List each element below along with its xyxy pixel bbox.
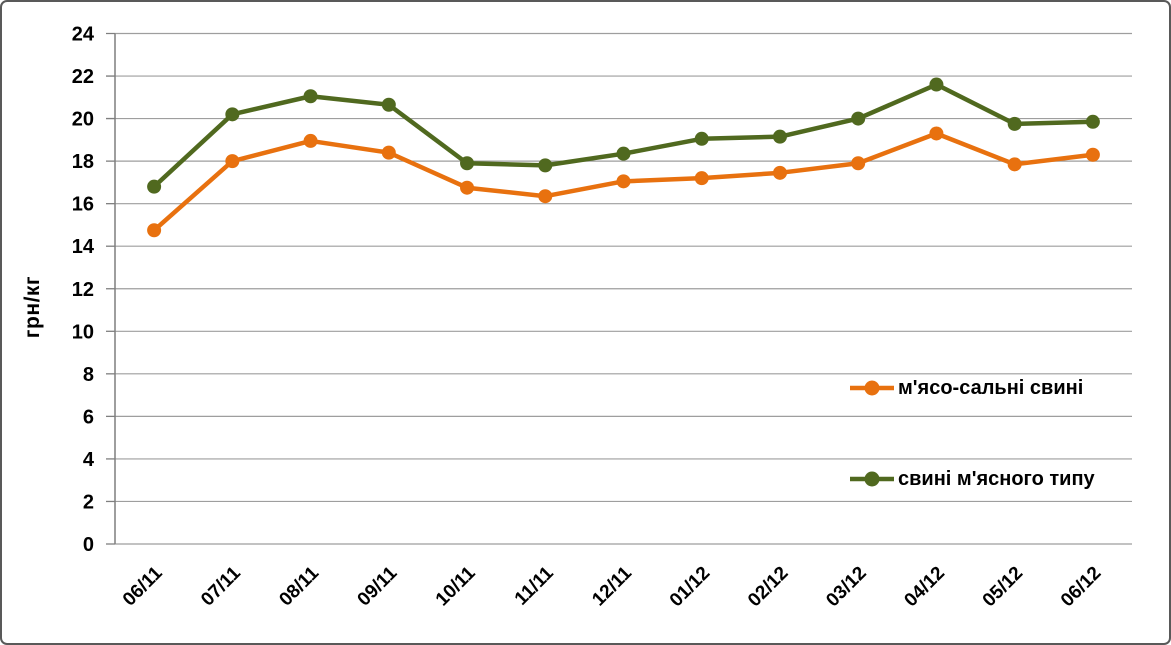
x-tick-label: 02/12 (744, 563, 792, 611)
data-point-marker (1007, 116, 1022, 131)
x-tick-label: 12/11 (588, 562, 636, 610)
data-point-marker (225, 107, 240, 122)
data-point-marker (772, 129, 787, 144)
data-point-marker (851, 156, 866, 171)
legend-line-marker-icon (850, 471, 894, 487)
legend-label-meat-type-pigs: свині м'ясного типу (898, 467, 1095, 490)
legend-line-marker-icon (850, 380, 894, 396)
x-tick-label: 03/12 (822, 563, 870, 611)
y-tick-label: 2 (83, 491, 94, 513)
legend-label-meat-lard-pigs: м'ясо-сальні свині (898, 376, 1084, 399)
x-tick-label: 05/12 (979, 563, 1027, 611)
x-tick-label: 07/11 (197, 562, 245, 610)
y-tick-label: 4 (83, 449, 95, 471)
y-tick-label: 6 (83, 406, 94, 428)
data-point-marker (147, 179, 162, 194)
data-point-marker (929, 126, 944, 141)
data-point-marker (851, 111, 866, 126)
y-tick-label: 14 (72, 236, 95, 258)
series-line (151, 82, 1096, 189)
data-point-marker (1085, 114, 1100, 129)
y-tick-label: 24 (72, 24, 95, 46)
data-point-marker (538, 189, 553, 204)
data-point-marker (929, 77, 944, 92)
x-tick-label: 06/11 (119, 562, 167, 610)
data-point-marker (460, 180, 475, 195)
data-point-marker (303, 89, 318, 104)
y-tick-label: 20 (72, 109, 94, 131)
x-tick-label: 09/11 (354, 562, 402, 610)
y-tick-label: 16 (72, 194, 94, 216)
legend-item-meat-lard-pigs: м'ясо-сальні свині (849, 375, 1083, 401)
y-tick-label: 10 (72, 321, 94, 343)
data-point-marker (381, 145, 396, 160)
data-point-marker (694, 171, 709, 186)
data-point-marker (225, 154, 240, 169)
data-point-marker (1085, 147, 1100, 162)
data-point-marker (303, 133, 318, 148)
data-point-marker (616, 146, 631, 161)
data-point-marker (1007, 157, 1022, 172)
y-tick-label: 22 (72, 66, 94, 88)
y-tick-label: 18 (72, 151, 94, 173)
data-point-marker (147, 223, 162, 238)
x-tick-label: 06/12 (1057, 563, 1105, 611)
data-point-marker (772, 165, 787, 180)
data-point-marker (538, 158, 553, 173)
data-point-marker (460, 156, 475, 171)
y-tick-label: 8 (83, 364, 94, 386)
legend-item-meat-type-pigs: свині м'ясного типу (849, 466, 1095, 492)
x-tick-label: 10/11 (432, 562, 480, 610)
y-tick-label: 0 (83, 534, 94, 556)
data-point-marker (616, 174, 631, 189)
x-tick-label: 11/11 (511, 562, 558, 609)
data-point-marker (694, 131, 709, 146)
x-tick-label: 08/11 (275, 562, 323, 610)
x-tick-label: 04/12 (900, 563, 948, 611)
x-tick-label: 01/12 (666, 563, 714, 611)
y-tick-label: 12 (72, 279, 94, 301)
y-axis-title: грн/кг (21, 275, 44, 339)
data-point-marker (381, 97, 396, 112)
